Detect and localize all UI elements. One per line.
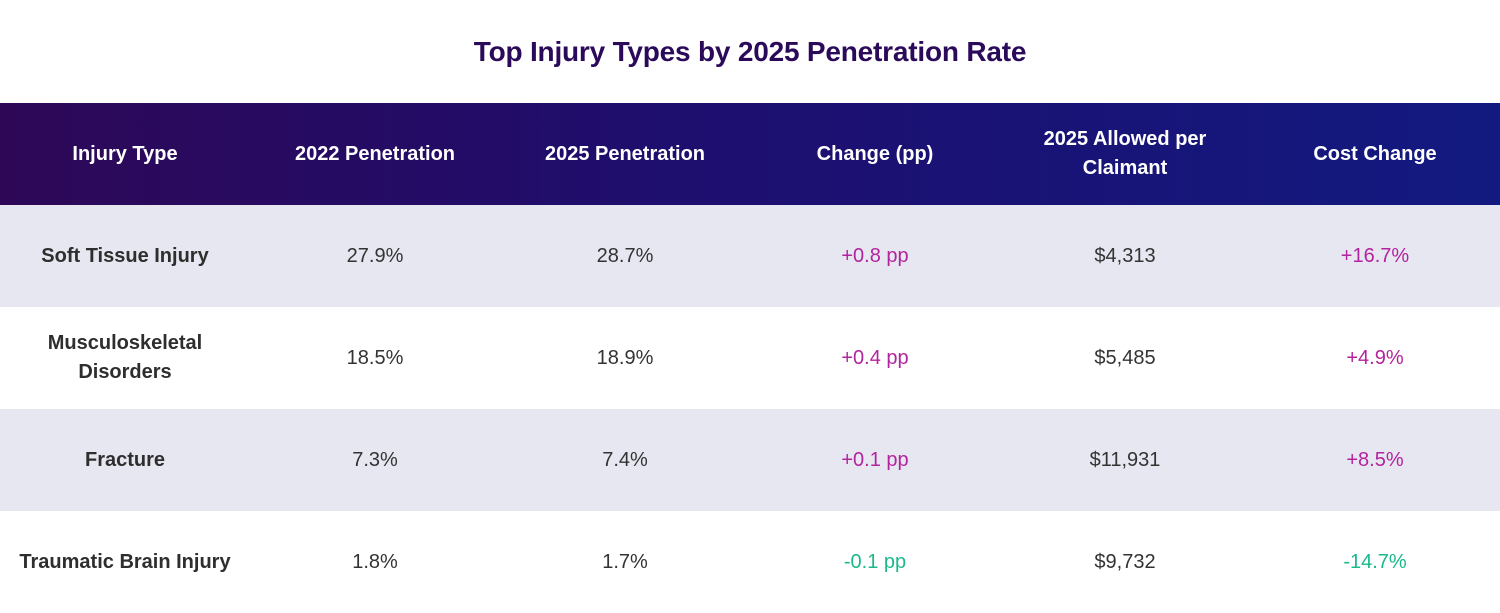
cell-change-pp: -0.1 pp [843,550,907,573]
cell-change-pp: +0.1 pp [841,448,909,471]
cell-2022-penetration: 1.8% [352,550,398,573]
cell-2025-penetration: 1.7% [602,550,648,573]
cell-2025-allowed: $5,485 [1094,346,1156,369]
cell-cost-change: +16.7% [1340,244,1410,267]
cell-change-pp: +0.4 pp [841,346,909,369]
cell-cost-change: +4.9% [1346,346,1404,369]
cell-2022-penetration: 7.3% [352,448,398,471]
cell-injury-type: Fracture [84,448,166,471]
header-injury-type: Injury Type [72,142,178,165]
header-cost-change: Cost Change [1313,142,1437,165]
table-header: Injury Type 2022 Penetration 2025 Penetr… [0,103,1500,205]
cell-2022-penetration: 18.5% [346,346,404,369]
cell-cost-change: +8.5% [1346,448,1404,471]
table-row: Soft Tissue Injury 27.9% 28.7% +0.8 pp $… [0,205,1500,307]
cell-injury-type: Traumatic Brain Injury [19,550,231,573]
header-change-pp: Change (pp) [816,142,934,165]
cell-2025-penetration: 18.9% [596,346,654,369]
table-row: Traumatic Brain Injury 1.8% 1.7% -0.1 pp… [0,511,1500,613]
cell-2025-allowed: $11,931 [1089,448,1161,471]
cell-cost-change: -14.7% [1343,550,1407,573]
cell-injury-type: Soft Tissue Injury [41,244,209,267]
cell-2025-penetration: 7.4% [602,448,648,471]
cell-2025-allowed: $9,732 [1094,550,1156,573]
cell-2025-penetration: 28.7% [596,244,654,267]
header-row: Injury Type 2022 Penetration 2025 Penetr… [0,103,1500,205]
table-row: Fracture 7.3% 7.4% +0.1 pp $11,931 +8.5% [0,409,1500,511]
cell-2025-allowed: $4,313 [1094,244,1156,267]
chart-title: Top Injury Types by 2025 Penetration Rat… [473,35,1027,67]
cell-change-pp: +0.8 pp [841,244,909,267]
cell-2022-penetration: 27.9% [346,244,404,267]
injury-table: Injury Type 2022 Penetration 2025 Penetr… [0,103,1500,613]
header-2022-penetration: 2022 Penetration [294,142,456,165]
cell-injury-type: Musculoskeletal Disorders [47,332,203,383]
header-2025-penetration: 2025 Penetration [544,142,706,165]
table-body: Soft Tissue Injury 27.9% 28.7% +0.8 pp $… [0,205,1500,613]
table-row: Musculoskeletal Disorders 18.5% 18.9% +0… [0,307,1500,409]
header-2025-allowed: 2025 Allowed per Claimant [1043,128,1207,179]
